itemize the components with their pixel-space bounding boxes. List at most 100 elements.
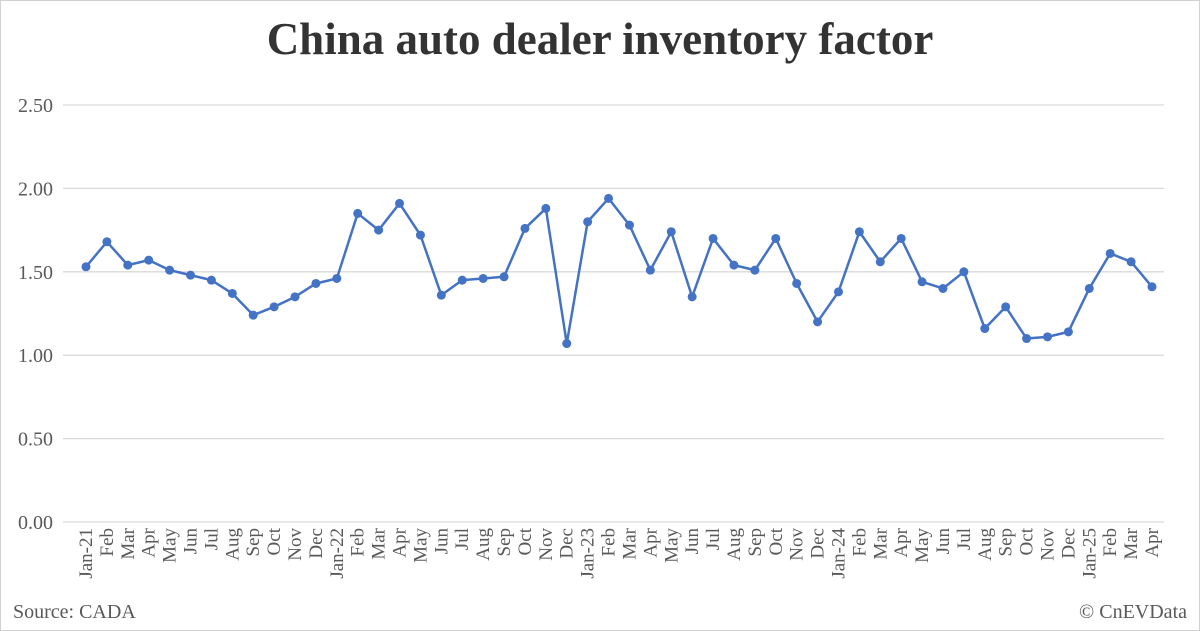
data-point xyxy=(1022,334,1032,344)
data-point xyxy=(813,317,823,327)
x-tick-label: Mar xyxy=(369,527,390,559)
x-tick-label: Feb xyxy=(97,528,118,557)
data-point xyxy=(562,339,572,349)
data-point xyxy=(374,225,384,235)
series-line xyxy=(85,197,1153,345)
x-tick-label: Nov xyxy=(1037,528,1058,561)
credit-note: © CnEVData xyxy=(1079,601,1187,623)
data-point xyxy=(687,292,697,302)
data-point xyxy=(1126,257,1136,267)
x-tick-label: Aug xyxy=(222,528,243,561)
x-tick-label: Mar xyxy=(870,527,891,559)
data-point xyxy=(206,275,216,285)
x-tick-label: Jul xyxy=(954,528,975,550)
data-point xyxy=(854,227,864,237)
data-point xyxy=(227,288,237,298)
x-tick-label: Sep xyxy=(494,528,515,557)
x-tick-label: Jun xyxy=(181,528,202,555)
data-point xyxy=(123,260,133,270)
x-tick-label: Jul xyxy=(452,528,473,550)
x-tick-label: Nov xyxy=(787,528,808,561)
y-tick-label: 2.50 xyxy=(18,95,53,117)
x-tick-label: Nov xyxy=(536,528,557,561)
data-point xyxy=(1105,248,1115,258)
data-point xyxy=(415,230,425,240)
data-point xyxy=(520,223,530,233)
x-tick-label: Oct xyxy=(766,527,787,555)
x-tick-label: Jun xyxy=(431,528,452,555)
x-tick-label: Sep xyxy=(996,528,1017,557)
x-tick-label: May xyxy=(912,528,933,563)
x-tick-label: Dec xyxy=(1058,528,1079,559)
x-tick-label: Mar xyxy=(118,527,139,559)
data-point xyxy=(144,255,154,265)
data-point xyxy=(959,267,969,277)
x-tick-label: Jul xyxy=(703,528,724,550)
x-tick-label: Dec xyxy=(557,528,578,559)
x-tick-label: Dec xyxy=(306,528,327,559)
data-point xyxy=(583,217,593,227)
x-tick-label: Oct xyxy=(264,527,285,555)
x-tick-label: Oct xyxy=(1017,527,1038,555)
data-point xyxy=(395,198,405,208)
x-tick-label: Oct xyxy=(515,527,536,555)
source-note: Source: CADA xyxy=(13,601,136,623)
x-tick-label: Feb xyxy=(849,528,870,557)
x-tick-label: May xyxy=(410,528,431,563)
data-point xyxy=(269,302,279,312)
data-point xyxy=(499,272,509,282)
chart-title: China auto dealer inventory factor xyxy=(266,14,934,64)
x-tick-label: Apr xyxy=(390,527,411,557)
data-point xyxy=(311,278,321,288)
y-tick-label: 1.50 xyxy=(18,262,53,284)
x-tick-label: Sep xyxy=(745,528,766,557)
data-point xyxy=(792,278,802,288)
data-point xyxy=(1147,282,1157,292)
data-point xyxy=(1084,283,1094,293)
x-tick-label: Aug xyxy=(724,528,745,561)
data-point xyxy=(248,310,258,320)
x-tick-label: Feb xyxy=(348,528,369,557)
data-point xyxy=(478,273,488,283)
data-point xyxy=(165,265,175,275)
x-tick-label: Apr xyxy=(1142,527,1163,557)
data-point xyxy=(729,260,739,270)
x-tick-label: Jan-23 xyxy=(578,528,599,579)
x-tick-label: Jul xyxy=(201,528,222,550)
data-point xyxy=(604,193,614,203)
y-tick-label: 1.00 xyxy=(18,345,53,367)
data-point xyxy=(624,220,634,230)
y-tick-label: 0.50 xyxy=(18,429,53,451)
data-point xyxy=(750,265,760,275)
data-point xyxy=(1063,327,1073,337)
data-point xyxy=(186,270,196,280)
x-tick-label: Jan-21 xyxy=(76,528,97,579)
x-tick-label: Apr xyxy=(139,527,160,557)
data-point xyxy=(917,277,927,287)
x-tick-label: Jan-24 xyxy=(828,528,849,579)
data-point xyxy=(1001,302,1011,312)
data-point xyxy=(353,208,363,218)
data-point xyxy=(875,257,885,267)
data-point xyxy=(81,262,91,272)
data-point xyxy=(332,273,342,283)
x-tick-label: Aug xyxy=(473,528,494,561)
x-tick-label: Feb xyxy=(599,528,620,557)
x-tick-label: Dec xyxy=(808,528,829,559)
x-tick-label: Sep xyxy=(243,528,264,557)
y-tick-label: 0.00 xyxy=(18,512,53,534)
data-point xyxy=(645,265,655,275)
data-point xyxy=(290,292,300,302)
x-tick-label: Nov xyxy=(285,528,306,561)
x-tick-label: Mar xyxy=(619,527,640,559)
x-tick-label: Feb xyxy=(1100,528,1121,557)
data-point xyxy=(708,233,718,243)
data-point xyxy=(102,237,112,247)
y-tick-label: 2.00 xyxy=(18,178,53,200)
data-point xyxy=(1042,332,1052,342)
x-tick-label: May xyxy=(661,528,682,563)
x-tick-label: Aug xyxy=(975,528,996,561)
x-tick-label: Mar xyxy=(1121,527,1142,559)
